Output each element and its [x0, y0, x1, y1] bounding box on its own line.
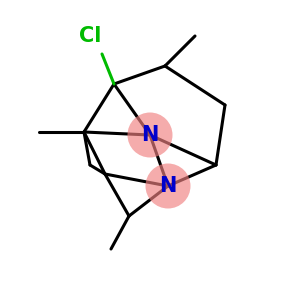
Text: Cl: Cl [79, 26, 101, 46]
Text: N: N [141, 125, 159, 145]
Circle shape [128, 112, 172, 158]
Text: N: N [159, 176, 177, 196]
Circle shape [146, 164, 190, 208]
